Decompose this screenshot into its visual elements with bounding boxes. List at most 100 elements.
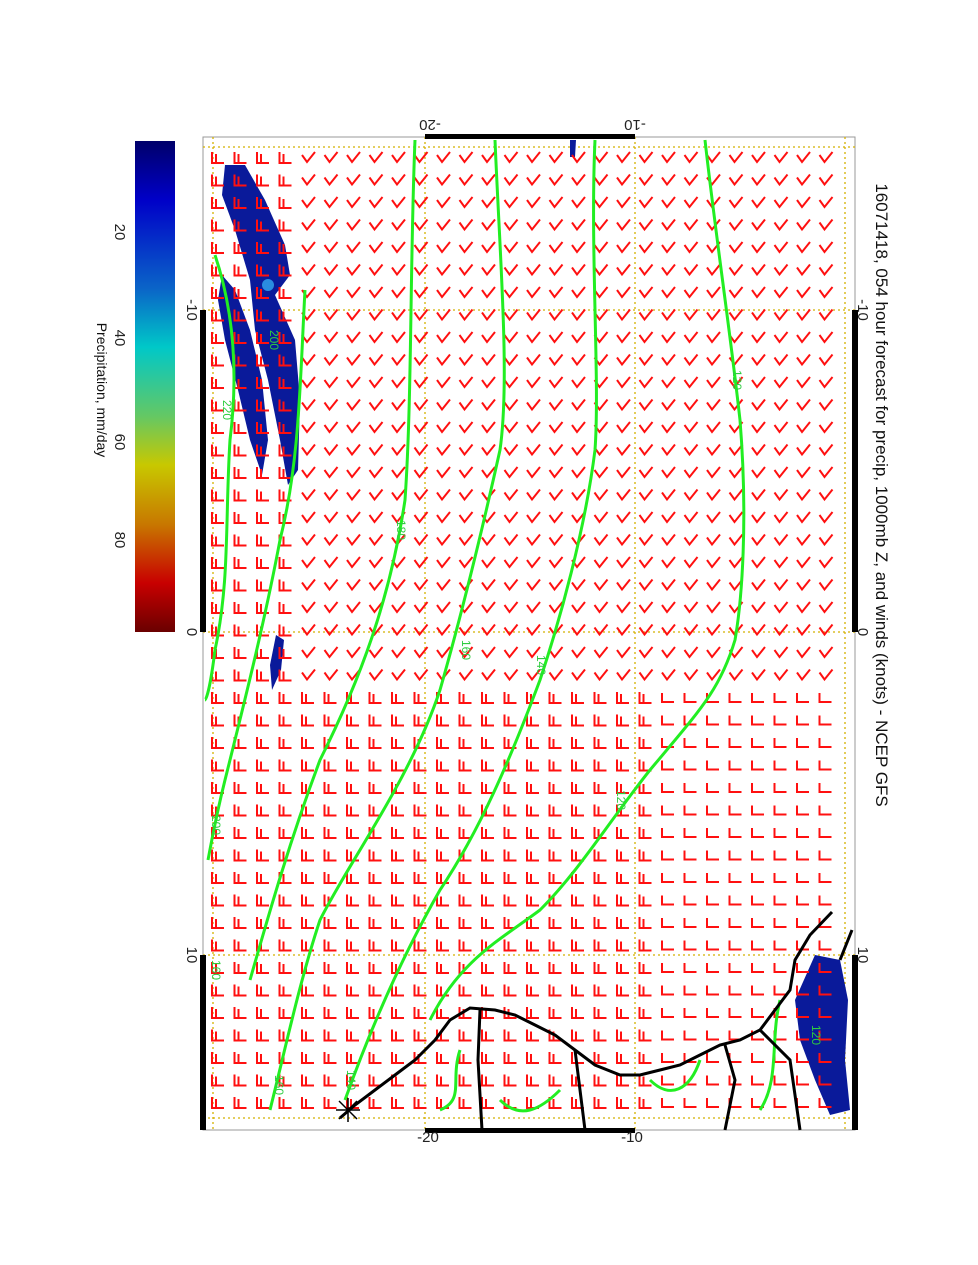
- wind-barb: [571, 623, 586, 637]
- wind-barb: [346, 623, 361, 637]
- contour-line: [439, 999, 782, 1113]
- wind-barb: [323, 1074, 337, 1087]
- wind-barb: [526, 827, 539, 839]
- wind-barb: [481, 308, 496, 322]
- wind-barb: [751, 738, 764, 748]
- wind-barb: [526, 782, 539, 794]
- wind-barb: [616, 872, 629, 884]
- wind-barb: [683, 963, 697, 973]
- wind-barb: [526, 218, 541, 232]
- wind-barb: [661, 940, 674, 951]
- wind-barb: [548, 263, 564, 277]
- wind-barb: [751, 173, 766, 187]
- wind-barb: [323, 917, 337, 929]
- wind-barb: [436, 308, 451, 322]
- wind-barb: [413, 1074, 427, 1087]
- wind-barb: [593, 939, 607, 952]
- wind-barb: [301, 353, 316, 367]
- wind-barb: [346, 353, 361, 367]
- wind-barb: [571, 398, 586, 412]
- wind-barb: [256, 737, 269, 749]
- wind-barb: [436, 759, 449, 772]
- wind-barb: [211, 242, 224, 254]
- wind-barb: [751, 918, 764, 928]
- wind-barb: [638, 443, 654, 457]
- wind-barb: [323, 353, 339, 367]
- wind-barb: [571, 353, 586, 367]
- wind-barb: [593, 578, 609, 592]
- contour-label: 180: [394, 520, 408, 540]
- wind-barb: [616, 533, 631, 547]
- wind-barb: [818, 488, 834, 502]
- wind-barb: [233, 804, 247, 817]
- wind-barb: [413, 894, 427, 907]
- wind-barb: [818, 286, 834, 299]
- wind-barb: [616, 218, 631, 232]
- wind-barb: [346, 759, 359, 772]
- wind-barb: [728, 511, 744, 524]
- wind-barb: [368, 151, 384, 164]
- wind-barb: [323, 376, 339, 389]
- wind-barb: [773, 398, 789, 412]
- wind-barb: [323, 466, 339, 479]
- wind-barb: [323, 263, 339, 277]
- wind-barb: [481, 894, 494, 907]
- wind-barb: [571, 241, 586, 254]
- wind-barb: [773, 331, 789, 344]
- wind-barb: [593, 488, 609, 502]
- wind-barb: [368, 421, 384, 434]
- wind-barb: [661, 578, 676, 592]
- wind-barb: [391, 308, 406, 322]
- wind-barb: [661, 488, 676, 502]
- wind-barb: [481, 759, 494, 772]
- colorbar-label: Precipitation, mm/day: [94, 323, 110, 458]
- wind-barb: [211, 557, 224, 569]
- wind-barb: [413, 646, 429, 659]
- wind-barb: [751, 421, 766, 434]
- wind-barb: [323, 849, 337, 862]
- wind-barb: [818, 241, 834, 254]
- wind-barb: [728, 940, 742, 951]
- wind-barb: [301, 173, 316, 187]
- wind-barb: [638, 849, 652, 862]
- wind-barb: [233, 1029, 247, 1042]
- wind-barb: [683, 286, 699, 299]
- wind-barb: [683, 511, 699, 524]
- wind-barb: [818, 173, 834, 187]
- wind-barb: [526, 962, 539, 974]
- wind-barb: [548, 782, 562, 794]
- lat-tick: 0: [854, 628, 871, 636]
- wind-barb: [571, 984, 584, 997]
- wind-barb: [323, 196, 339, 209]
- wind-barb: [751, 693, 764, 703]
- wind-barb: [503, 714, 517, 727]
- wind-barb: [481, 1074, 494, 1087]
- wind-barb: [526, 623, 541, 637]
- wind-barb: [413, 376, 429, 389]
- wind-barb: [638, 533, 654, 547]
- wind-barb: [616, 421, 631, 434]
- wind-barb: [773, 918, 787, 928]
- wind-barb: [233, 849, 247, 862]
- wind-barb: [368, 984, 382, 997]
- wind-barb: [436, 286, 451, 299]
- wind-barb: [346, 151, 361, 164]
- wind-barb: [256, 692, 269, 704]
- wind-barb: [616, 151, 631, 164]
- wind-barb: [301, 1074, 314, 1087]
- wind-barb: [683, 738, 697, 748]
- wind-barb: [683, 151, 699, 164]
- wind-barb: [233, 962, 247, 974]
- wind-barb: [638, 668, 654, 682]
- wind-barb: [436, 421, 451, 434]
- wind-barb: [391, 421, 406, 434]
- wind-barb: [751, 151, 766, 164]
- wind-barb: [818, 646, 834, 659]
- wind-barb: [638, 939, 652, 952]
- wind-barb: [278, 804, 292, 817]
- wind-barb: [818, 668, 834, 682]
- wind-barb: [458, 1029, 472, 1042]
- wind-barb: [796, 308, 811, 322]
- wind-barb: [346, 1029, 359, 1042]
